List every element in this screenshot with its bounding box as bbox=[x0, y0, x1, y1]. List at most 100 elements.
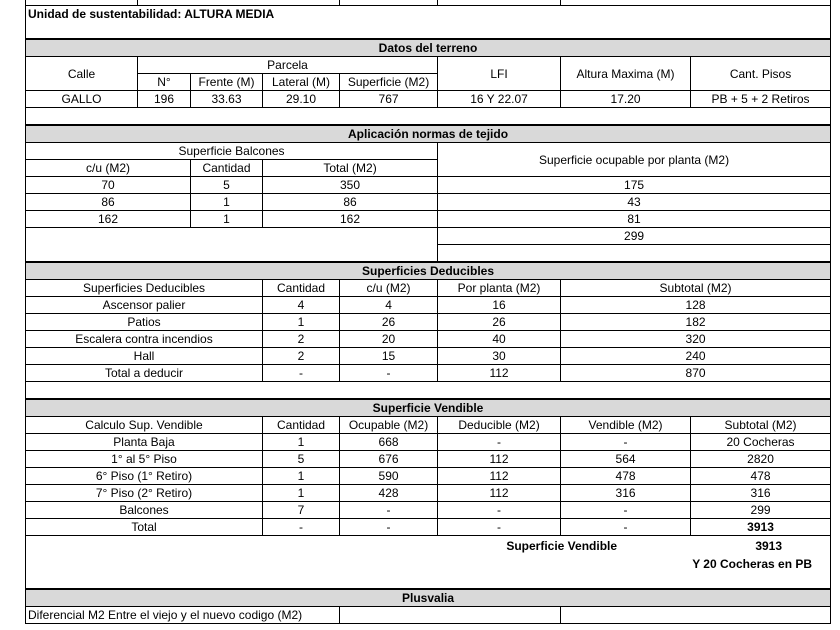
table-cell: 676 bbox=[339, 450, 439, 468]
table-cell: 316 bbox=[690, 484, 832, 502]
data-row: 6° Piso (1° Retiro) 1 590 112 478 478 bbox=[25, 467, 832, 485]
table-cell bbox=[24, 381, 832, 400]
table-cell: 299 bbox=[690, 501, 832, 519]
table-cell: 320 bbox=[560, 330, 832, 348]
table-cell: 33.63 bbox=[190, 90, 263, 108]
table-cell: - bbox=[261, 518, 341, 536]
table-cell: - bbox=[261, 364, 341, 382]
section-header: Aplicación normas de tejido bbox=[24, 124, 832, 143]
column-header: N° bbox=[137, 73, 191, 91]
table-cell: Hall bbox=[25, 347, 263, 365]
table-cell: 40 bbox=[437, 330, 562, 348]
table-cell bbox=[24, 107, 832, 126]
data-row: Ascensor palier 4 4 16 128 bbox=[25, 296, 832, 314]
table-cell: 112 bbox=[437, 484, 562, 502]
data-row: Balcones 7- - -299 bbox=[25, 501, 832, 519]
table-cell: 112 bbox=[437, 364, 562, 382]
table-cell: 5 bbox=[261, 450, 341, 468]
subheader-row: N° Frente (M) Lateral (M) Superficie (M2) bbox=[26, 73, 831, 91]
table-cell: - bbox=[437, 501, 562, 519]
table-cell: Subtotal (M2) bbox=[560, 279, 832, 297]
unidad-row: Unidad de sustentabilidad: ALTURA MEDIA bbox=[24, 5, 832, 40]
section-title-plusvalia: Plusvalia bbox=[24, 588, 832, 607]
table-cell: - bbox=[339, 501, 439, 519]
table-cell: 20 Cocheras bbox=[690, 433, 832, 451]
table-cell: Por planta (M2) bbox=[437, 279, 562, 297]
table-cell: 1 bbox=[261, 484, 341, 502]
unidad-sustentabilidad: Unidad de sustentabilidad: ALTURA MEDIA bbox=[24, 5, 832, 40]
table-cell: Subtotal (M2) bbox=[690, 416, 832, 434]
column-header: Cant. Pisos bbox=[690, 56, 832, 91]
table-cell: 43 bbox=[437, 193, 832, 211]
table-cell: 30 bbox=[437, 347, 562, 365]
table-cell: 16 Y 22.07 bbox=[437, 90, 562, 108]
table-cell: 6° Piso (1° Retiro) bbox=[25, 467, 263, 485]
table-cell: 15 bbox=[339, 347, 439, 365]
top-partial-row bbox=[25, 0, 832, 6]
section-header: Superficies Deducibles bbox=[24, 261, 832, 280]
data-row: Hall 2 15 30 240 bbox=[25, 347, 832, 365]
column-header: Lateral (M) bbox=[261, 73, 341, 91]
table-cell: Ascensor palier bbox=[25, 296, 263, 314]
table-cell: Balcones bbox=[25, 501, 263, 519]
table-cell: 4 bbox=[339, 296, 439, 314]
table-cell: - bbox=[339, 518, 439, 536]
table-cell: Vendible (M2) bbox=[560, 416, 692, 434]
table-cell: 350 bbox=[261, 176, 439, 194]
table-cell: 590 bbox=[339, 467, 439, 485]
table-cell bbox=[560, 0, 832, 6]
table-cell: - bbox=[560, 501, 692, 519]
table-cell: 1 bbox=[190, 210, 263, 228]
data-row: 70 5 350 175 bbox=[25, 176, 832, 194]
column-header: Calle bbox=[25, 56, 138, 91]
data-row: GALLO 196 33.63 29.10 767 16 Y 22.07 17.20 PB +… bbox=[25, 90, 832, 108]
table-cell: Deducible (M2) bbox=[437, 416, 562, 434]
data-row: Escalera contra incendios 2 20 40 320 bbox=[25, 330, 832, 348]
data-row: Planta Baja 1 668- -20 Cocheras bbox=[25, 433, 832, 451]
data-row: 7° Piso (2° Retiro) 1 428 112 316 316 bbox=[25, 484, 832, 502]
data-row: 86 1 86 43 bbox=[25, 193, 832, 211]
table-cell: 162 bbox=[25, 210, 191, 228]
summary-value: 3913 bbox=[755, 539, 783, 553]
table-cell: 2 bbox=[261, 347, 341, 365]
table-cell: 112 bbox=[437, 450, 562, 468]
table-cell: 16 bbox=[437, 296, 562, 314]
table-cell: - bbox=[560, 518, 692, 536]
data-row: Total - - - -3913 bbox=[25, 518, 832, 536]
table-cell: 5 bbox=[190, 176, 263, 194]
data-row: Diferencial M2 Entre el viejo y el nuevo… bbox=[24, 606, 832, 624]
table-cell: Calculo Sup. Vendible bbox=[25, 416, 263, 434]
table-cell: Cantidad bbox=[261, 416, 341, 434]
summary-note: Y 20 Cocheras en PB bbox=[692, 557, 813, 571]
column-header: Total (M2) bbox=[261, 159, 439, 177]
table-cell bbox=[560, 606, 832, 624]
table-cell bbox=[339, 606, 562, 624]
table-cell: 86 bbox=[261, 193, 439, 211]
section-title-aplicacion: Aplicación normas de tejido bbox=[24, 124, 832, 143]
table-cell: 81 bbox=[437, 210, 832, 228]
header-row: Superficie Balcones Superficie ocupable p… bbox=[24, 142, 832, 177]
column-header: c/u (M2) bbox=[25, 159, 191, 177]
table-cell: 428 bbox=[339, 484, 439, 502]
table-cell: Total a deducir bbox=[25, 364, 263, 382]
table-cell: 112 bbox=[437, 467, 562, 485]
table-cell: Ocupable (M2) bbox=[339, 416, 439, 434]
header-row: Calculo Sup. Vendible Cantidad Ocupable (M… bbox=[25, 416, 832, 434]
table-cell: - bbox=[437, 433, 562, 451]
table-cell: 17.20 bbox=[560, 90, 692, 108]
table-cell: 4 bbox=[261, 296, 341, 314]
table-cell: 20 bbox=[339, 330, 439, 348]
table-cell: 1 bbox=[190, 193, 263, 211]
table-cell: 767 bbox=[339, 90, 439, 108]
section-title-vendible: Superficie Vendible bbox=[24, 398, 832, 417]
summary-label: Superficie Vendible bbox=[506, 539, 618, 553]
summary-row: Superficie Vendible 3913 Y 20 Cocheras en … bbox=[24, 535, 832, 590]
table-cell: 564 bbox=[560, 450, 692, 468]
column-header: Cantidad bbox=[190, 159, 263, 177]
table-cell: 668 bbox=[339, 433, 439, 451]
table-cell bbox=[136, 0, 341, 6]
table-cell: 7 bbox=[261, 501, 341, 519]
table-cell: 70 bbox=[25, 176, 191, 194]
table-cell: 162 bbox=[261, 210, 439, 228]
table-cell: PB + 5 + 2 Retiros bbox=[690, 90, 832, 108]
